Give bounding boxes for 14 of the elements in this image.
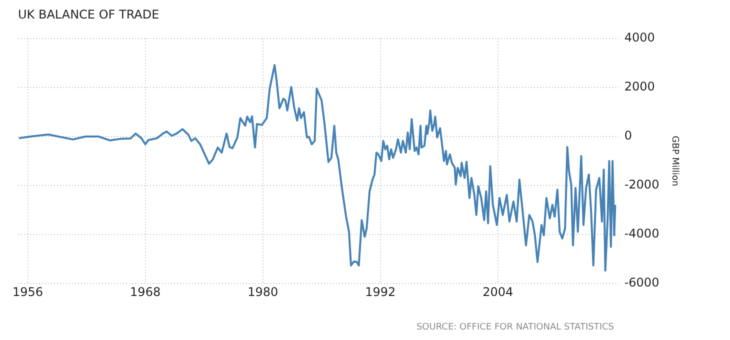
x-tick-label: 2004 <box>482 284 514 299</box>
y-axis-title: GBP Million <box>669 136 680 186</box>
source-note: SOURCE: OFFICE FOR NATIONAL STATISTICS <box>416 322 614 332</box>
x-tick-label: 1992 <box>365 284 396 299</box>
chart-title: UK BALANCE OF TRADE <box>18 7 160 22</box>
y-tick-label: 2000 <box>624 80 655 94</box>
y-tick-label: -6000 <box>624 276 660 290</box>
x-tick-label: 1980 <box>248 284 278 299</box>
y-tick-label: 0 <box>624 128 632 143</box>
y-tick-label: -2000 <box>624 178 660 192</box>
y-tick-label: -4000 <box>624 226 660 241</box>
x-tick-label: 1968 <box>130 284 161 299</box>
x-tick-label: 1956 <box>12 284 44 299</box>
y-tick-label: 4000 <box>624 30 655 45</box>
